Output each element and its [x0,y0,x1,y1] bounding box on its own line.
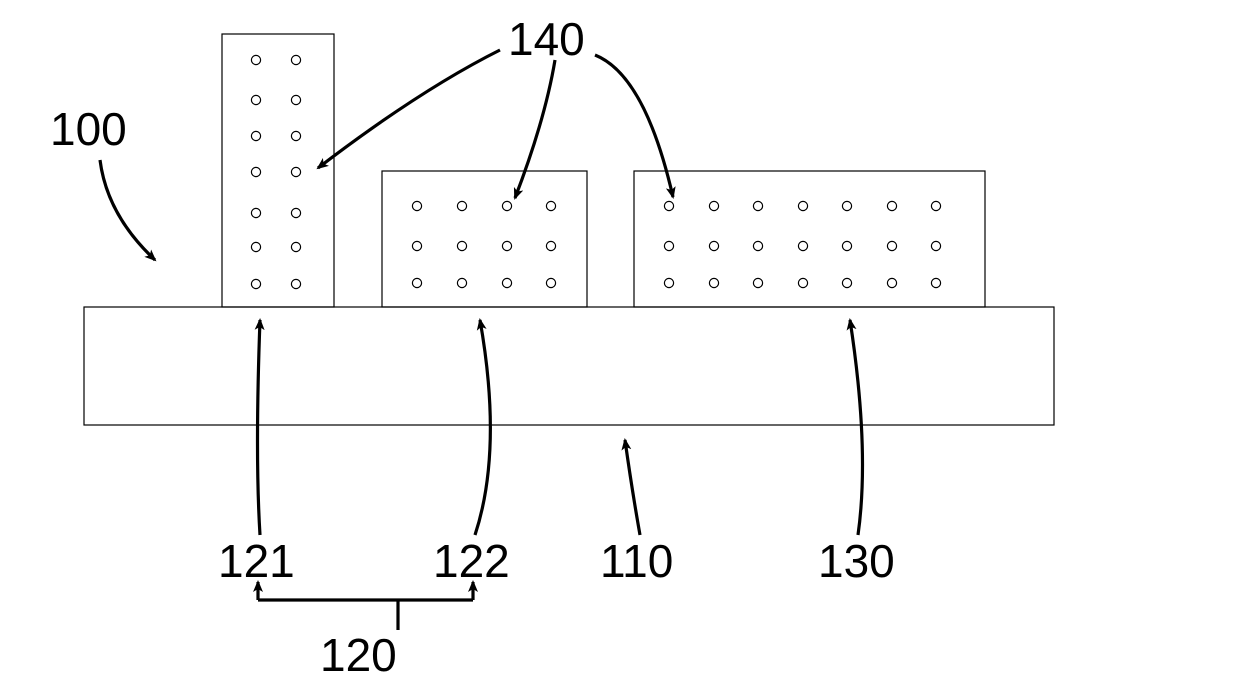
label-121: 121 [218,535,295,587]
block-122 [382,171,587,307]
arrow-140-left [318,50,500,168]
dot-140 [753,201,762,210]
dot-140 [842,241,851,250]
label-100: 100 [50,103,127,155]
dot-140 [291,279,300,288]
dot-140 [291,242,300,251]
dot-140 [709,201,718,210]
arrow-100 [100,160,155,260]
dot-140 [502,278,511,287]
block-130 [634,171,985,307]
dot-140 [251,167,260,176]
dot-140 [931,278,940,287]
dot-140 [546,278,555,287]
dot-140 [931,241,940,250]
dot-140 [412,201,421,210]
arrow-121 [258,320,261,535]
arrow-110 [625,440,640,535]
dot-140 [798,201,807,210]
dot-140 [291,95,300,104]
dot-140 [251,208,260,217]
dot-140 [251,95,260,104]
dot-140 [842,278,851,287]
dot-140 [251,55,260,64]
dot-140 [546,201,555,210]
dot-140 [412,241,421,250]
label-140: 140 [508,13,585,65]
label-120: 120 [320,629,397,681]
dot-140 [709,278,718,287]
dot-140 [887,278,896,287]
dot-140 [664,241,673,250]
label-122: 122 [433,535,510,587]
dot-140 [291,131,300,140]
dot-140 [546,241,555,250]
dot-140 [887,201,896,210]
dot-140 [291,167,300,176]
dot-140 [664,201,673,210]
dot-140 [251,279,260,288]
dot-140 [842,201,851,210]
dot-140 [931,201,940,210]
dot-140 [291,208,300,217]
dot-140 [502,201,511,210]
label-130: 130 [818,535,895,587]
label-110: 110 [600,535,673,587]
dot-140 [251,242,260,251]
dot-140 [251,131,260,140]
dot-140 [798,278,807,287]
arrow-122 [475,320,490,535]
dot-140 [457,278,466,287]
dot-140 [887,241,896,250]
dot-140 [753,278,762,287]
dot-140 [502,241,511,250]
substrate-110 [84,307,1054,425]
dot-140 [291,55,300,64]
dot-140 [457,201,466,210]
dot-140 [798,241,807,250]
dot-140 [709,241,718,250]
block-121 [222,34,334,307]
dot-140 [753,241,762,250]
dot-140 [457,241,466,250]
dot-140 [412,278,421,287]
arrow-130 [850,320,863,535]
dot-140 [664,278,673,287]
arrow-140-mid [515,60,555,198]
